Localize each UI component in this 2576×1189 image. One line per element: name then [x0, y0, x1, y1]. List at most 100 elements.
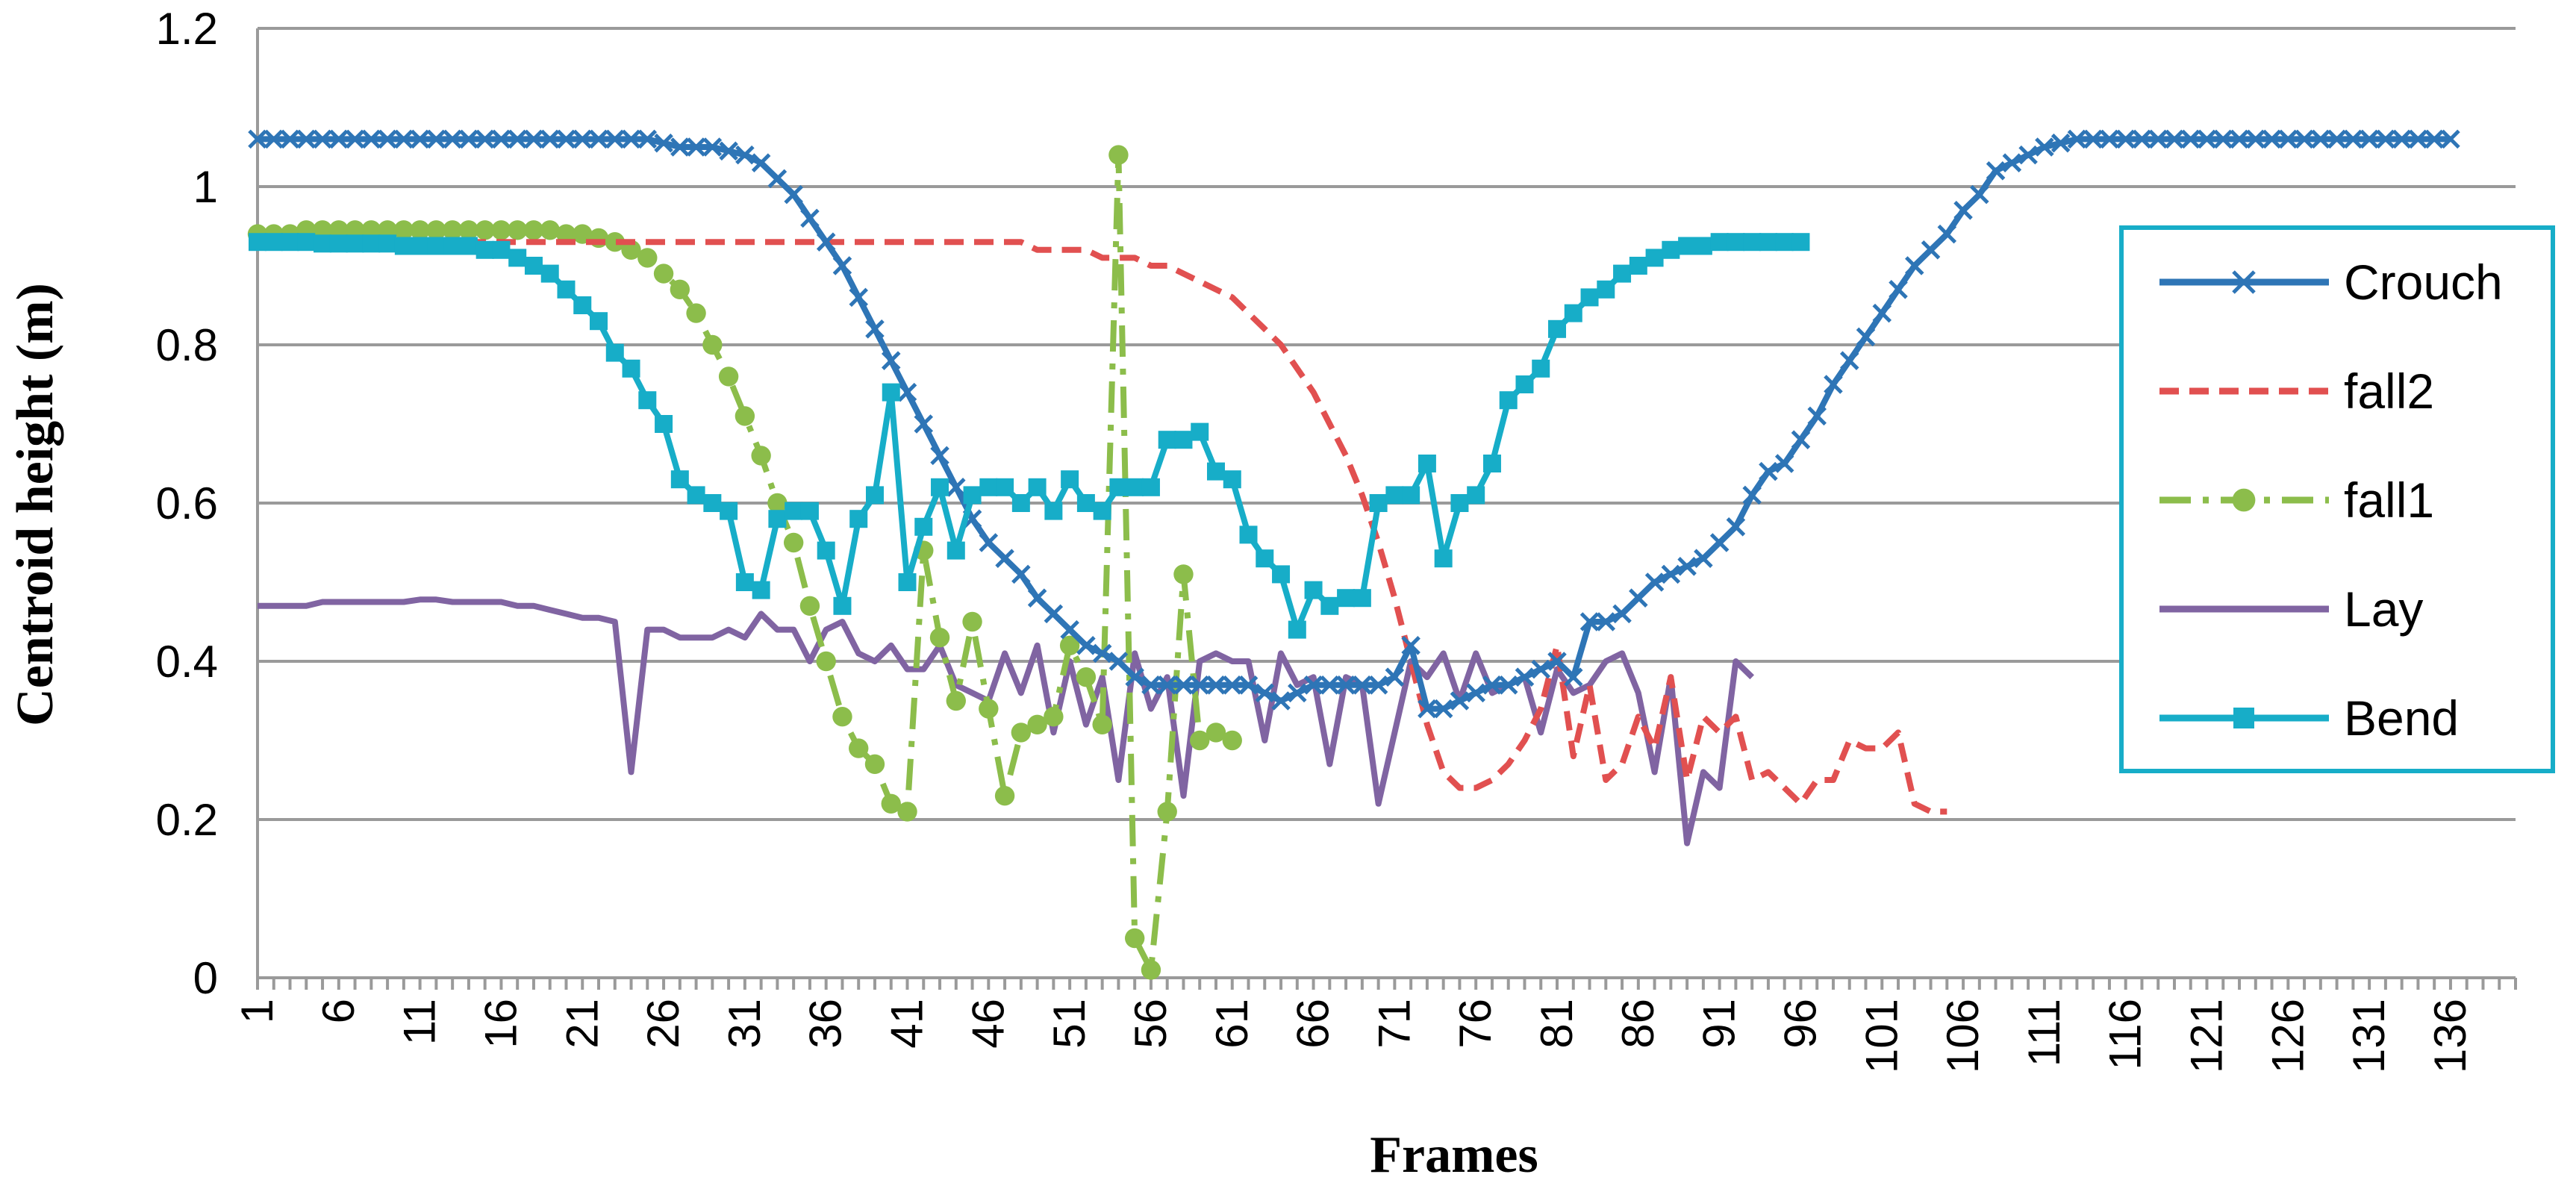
- data-point-crouch: [573, 129, 593, 149]
- data-point-bend: [1061, 470, 1079, 489]
- data-point-bend: [492, 240, 511, 259]
- data-point-crouch: [1450, 691, 1470, 711]
- data-point-fall1: [523, 220, 544, 240]
- data-point-crouch: [2408, 129, 2428, 149]
- data-point-crouch: [524, 129, 543, 149]
- x-tick-label: 31: [720, 999, 770, 1049]
- data-point-bend: [1434, 549, 1453, 568]
- data-point-crouch: [767, 169, 788, 189]
- data-point-bend: [1564, 304, 1582, 322]
- data-point-crouch: [1694, 549, 1713, 568]
- data-point-crouch: [1076, 636, 1096, 655]
- data-point-bend: [1288, 620, 1306, 639]
- data-point-bend: [508, 249, 527, 267]
- data-point-fall1: [653, 263, 674, 284]
- data-point-bend: [1482, 455, 1501, 472]
- data-point-bend: [1353, 589, 1371, 608]
- data-point-crouch: [735, 145, 755, 165]
- data-point-crouch: [2148, 129, 2168, 149]
- data-point-bend: [378, 234, 397, 253]
- data-point-bend: [1678, 237, 1697, 255]
- data-point-crouch: [1222, 675, 1242, 695]
- data-point-fall1: [540, 220, 560, 240]
- data-point-bend: [1076, 494, 1095, 512]
- data-point-bend: [1256, 549, 1274, 568]
- data-point-bend: [979, 478, 998, 496]
- data-point-bend: [1126, 478, 1144, 496]
- data-point-bend: [1467, 486, 1485, 505]
- data-point-bend: [590, 312, 608, 331]
- data-point-crouch: [1953, 201, 1973, 220]
- data-point-crouch: [979, 533, 999, 552]
- data-point-crouch: [491, 129, 511, 149]
- data-point-crouch: [2392, 129, 2412, 149]
- data-point-bend: [670, 470, 689, 489]
- data-point-crouch: [1531, 659, 1551, 679]
- data-point-fall1: [605, 232, 625, 252]
- data-point-crouch: [2100, 129, 2119, 149]
- x-tick-label: 61: [1207, 999, 1257, 1049]
- data-point-bend: [687, 486, 705, 505]
- data-point-fall1: [1044, 707, 1064, 727]
- data-point-crouch: [361, 129, 381, 149]
- data-point-crouch: [702, 137, 723, 157]
- y-tick-label: 0.2: [156, 795, 218, 845]
- data-point-bend: [1239, 525, 1258, 544]
- data-point-crouch: [2002, 153, 2022, 172]
- data-point-bend: [1791, 233, 1810, 252]
- x-tick-label: 111: [2019, 999, 2069, 1067]
- data-point-bend: [1385, 486, 1404, 505]
- y-tick-labels: 0 0.2 0.4 0.6 0.8 1 1.2: [156, 4, 218, 1003]
- legend-item-crouch: Crouch: [2159, 255, 2503, 310]
- data-point-crouch: [605, 129, 625, 149]
- data-point-crouch: [1742, 485, 1762, 505]
- data-point-fall1: [1173, 564, 1194, 584]
- data-point-bend: [833, 596, 852, 615]
- data-point-crouch: [313, 129, 332, 149]
- data-point-crouch: [1498, 675, 1518, 695]
- series-fall2: [258, 239, 1947, 815]
- data-point-crouch: [1986, 161, 2006, 181]
- data-point-bend: [1499, 391, 1518, 410]
- data-point-bend: [1206, 462, 1225, 481]
- data-point-crouch: [1466, 683, 1485, 703]
- data-point-bend: [1369, 494, 1388, 512]
- y-tick-label: 0.6: [156, 478, 218, 528]
- series-line-bend: [258, 239, 1801, 633]
- data-point-crouch: [296, 129, 316, 149]
- data-point-fall1: [556, 224, 576, 244]
- data-point-crouch: [1564, 667, 1583, 687]
- data-point-crouch: [865, 319, 885, 339]
- legend-label-fall2: fall2: [2344, 363, 2434, 419]
- data-point-crouch: [1401, 636, 1420, 655]
- data-point-bend: [443, 237, 462, 255]
- data-point-bend: [264, 233, 283, 252]
- data-point-crouch: [1612, 604, 1632, 624]
- x-tick-label: 26: [638, 999, 688, 1049]
- data-point-bend: [281, 233, 299, 252]
- y-tick-label: 0.8: [156, 320, 218, 370]
- data-point-bend: [655, 415, 673, 433]
- data-point-bend: [931, 478, 949, 496]
- series-line-lay: [258, 596, 1754, 846]
- data-point-bend: [297, 233, 316, 252]
- data-point-crouch: [930, 446, 949, 466]
- legend-label-lay: Lay: [2344, 581, 2423, 637]
- data-point-bend: [1645, 249, 1664, 267]
- data-point-bend: [1272, 565, 1291, 584]
- data-point-crouch: [2197, 129, 2217, 149]
- data-point-fall1: [735, 406, 755, 426]
- data-point-fall1: [929, 628, 950, 648]
- data-point-bend: [735, 573, 754, 591]
- data-point-crouch: [1791, 430, 1811, 449]
- data-point-crouch: [751, 153, 771, 172]
- data-point-crouch: [1271, 691, 1291, 711]
- data-point-bend: [849, 510, 868, 528]
- data-point-crouch: [1629, 588, 1648, 608]
- data-point-crouch: [1644, 572, 1665, 592]
- data-point-bend: [1629, 257, 1647, 275]
- y-tick-label: 0: [193, 953, 218, 1003]
- data-point-crouch: [2246, 129, 2265, 149]
- data-point-bend: [1710, 233, 1729, 252]
- data-point-crouch: [914, 414, 934, 434]
